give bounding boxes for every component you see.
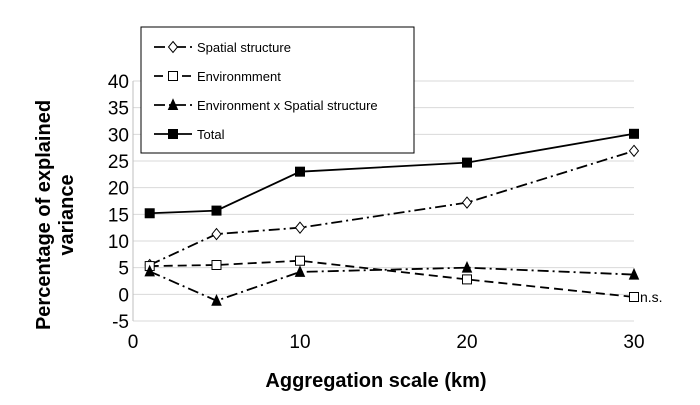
- data-point-environmment: [295, 255, 305, 266]
- x-axis-title: Aggregation scale (km): [265, 370, 486, 392]
- series-environment-x-spatial-structure: [144, 260, 640, 306]
- series-total: [144, 128, 639, 219]
- legend-label-environment-x-spatial-structure: Environment x Spatial structure: [197, 98, 378, 113]
- annotations: n.s.: [640, 289, 663, 305]
- data-point-total: [144, 208, 155, 219]
- series-line-environmment: [149, 259, 635, 298]
- data-point-environmment: [211, 260, 222, 270]
- data-point-environment-x-spatial-structure: [628, 267, 640, 280]
- y-tick-label: 15: [108, 205, 129, 226]
- data-point-environment-x-spatial-structure: [461, 260, 473, 273]
- y-tick-label: 35: [108, 99, 129, 120]
- data-point-environmment: [462, 274, 472, 285]
- data-point-environmment: [629, 292, 639, 302]
- data-point-spatial-structure: [294, 221, 306, 234]
- legend-marker-environmment: [168, 71, 178, 81]
- data-point-total: [211, 205, 222, 216]
- legend-label-spatial-structure: Spatial structure: [197, 40, 291, 55]
- y-tick-label: -5: [112, 312, 129, 333]
- data-point-spatial-structure: [628, 144, 640, 158]
- series-lines: [144, 128, 640, 306]
- y-tick-label: 40: [108, 72, 129, 93]
- x-tick-label: 20: [456, 332, 477, 353]
- x-tick-label: 10: [289, 332, 310, 353]
- legend-marker-spatial-structure: [167, 40, 179, 54]
- data-point-environment-x-spatial-structure: [211, 294, 222, 306]
- legend: Spatial structure Environmment Environment…: [140, 26, 415, 154]
- series-line-environment-x-spatial-structure: [149, 266, 635, 302]
- x-tick-label: 30: [623, 332, 644, 353]
- y-tick-label: 0: [118, 285, 129, 306]
- data-point-total: [462, 157, 472, 168]
- y-tick-label: 25: [108, 152, 129, 173]
- legend-marker-total: [168, 129, 178, 139]
- data-point-total: [295, 166, 305, 177]
- data-point-environment-x-spatial-structure: [294, 265, 306, 277]
- annotation-label: n.s.: [640, 289, 663, 305]
- legend-label-total: Total: [197, 127, 225, 142]
- data-point-environment-x-spatial-structure: [144, 264, 155, 277]
- data-point-spatial-structure: [461, 196, 473, 209]
- y-axis-title-line1: Percentage of explained: [33, 100, 55, 330]
- y-tick-label: 5: [118, 259, 129, 280]
- y-axis-title-line2: variance: [56, 174, 78, 255]
- legend-box: [140, 26, 415, 154]
- x-tick-label: 0: [128, 332, 139, 353]
- y-tick-label: 20: [108, 179, 129, 200]
- data-point-spatial-structure: [211, 227, 222, 241]
- legend-marker-environment-x-spatial-structure: [167, 98, 179, 110]
- y-tick-label: 30: [108, 125, 129, 146]
- data-point-total: [629, 128, 639, 139]
- legend-label-environmment: Environmment: [197, 69, 281, 84]
- y-tick-label: 10: [108, 232, 129, 253]
